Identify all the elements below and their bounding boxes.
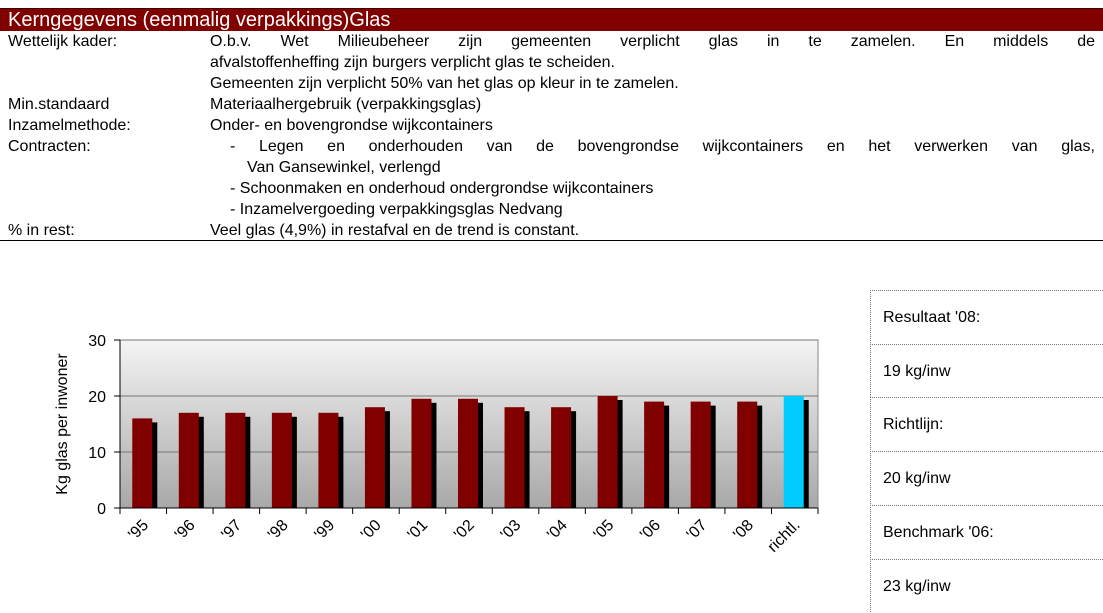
panel-cell: 23 kg/inw <box>870 558 1103 612</box>
bar <box>318 412 339 508</box>
row-text: Veel glas (4,9%) in restafval en de tren… <box>210 222 580 239</box>
x-tick-label: '03 <box>498 517 525 544</box>
panel-cell: Richtlijn: <box>870 397 1103 451</box>
bar <box>364 407 385 508</box>
row-label: Wettelijk kader: <box>8 33 118 50</box>
panel-cell: Benchmark '06: <box>870 504 1103 558</box>
x-tick-label: richtl. <box>765 517 804 556</box>
row-text: Materiaalhergebruik (verpakkingsglas) <box>210 96 482 113</box>
header-title: Kerngegevens (eenmalig verpakkings)Glas <box>0 8 1103 31</box>
x-tick-label: '08 <box>730 517 757 544</box>
row-label: % in rest: <box>8 222 75 239</box>
bar <box>690 401 711 508</box>
bar <box>178 412 199 508</box>
bar <box>458 398 478 508</box>
chart: 0 10 20 30 Kg glas per inwoner '95 '96 '97 '98 '9… <box>54 333 819 556</box>
x-tick-label: '00 <box>358 517 385 544</box>
rule <box>0 240 1103 241</box>
bar <box>597 396 618 508</box>
x-tick-label: '99 <box>311 517 338 544</box>
bar <box>411 398 432 508</box>
x-tick-label: '97 <box>218 517 245 544</box>
x-tick-label: '98 <box>265 517 292 544</box>
row-label: Min.standaard <box>8 96 110 113</box>
row-text: O.b.v. Wet Milieubeheer zijn gemeenten v… <box>210 33 1095 50</box>
row-text: Van Gansewinkel, verlengd <box>247 159 441 176</box>
panel-cell: Resultaat '08: <box>870 290 1103 343</box>
panel-cell: 20 kg/inw <box>870 451 1103 505</box>
bar <box>225 412 246 508</box>
bar <box>132 418 153 508</box>
row-text: - Inzamelvergoeding verpakkingsglas Nedv… <box>230 201 563 218</box>
row-text: - Legen en onderhouden van de bovengrond… <box>230 138 1095 155</box>
row-text: afvalstoffenheffing zijn burgers verplic… <box>210 54 615 71</box>
x-tick-label: '02 <box>451 517 478 544</box>
x-tick-label: '01 <box>405 517 432 544</box>
y-tick-label: 20 <box>88 389 106 406</box>
x-tick-label: '06 <box>637 517 664 544</box>
row-label: Contracten: <box>8 138 91 155</box>
y-tick-label: 10 <box>88 445 106 462</box>
bar <box>551 407 572 508</box>
x-tick-label: '05 <box>591 517 618 544</box>
x-tick-label: '96 <box>172 517 199 544</box>
bar <box>644 401 665 508</box>
panel-cell: 19 kg/inw <box>870 343 1103 397</box>
x-tick-label: '07 <box>684 517 711 544</box>
bar <box>271 412 292 508</box>
row-text: Gemeenten zijn verplicht 50% van het gla… <box>210 75 679 92</box>
row-label: Inzamelmethode: <box>8 117 131 134</box>
y-axis-label: Kg glas per inwoner <box>54 353 71 495</box>
y-tick-label: 0 <box>97 501 106 518</box>
x-tick-label: '95 <box>125 517 152 544</box>
y-tick-label: 30 <box>88 333 106 350</box>
bar <box>504 407 525 508</box>
bar <box>737 401 758 508</box>
row-text: Onder- en bovengrondse wijkcontainers <box>210 117 493 134</box>
x-tick-label: '04 <box>544 517 571 544</box>
bar <box>783 396 804 508</box>
row-text: - Schoonmaken en onderhoud ondergrondse … <box>230 180 654 197</box>
